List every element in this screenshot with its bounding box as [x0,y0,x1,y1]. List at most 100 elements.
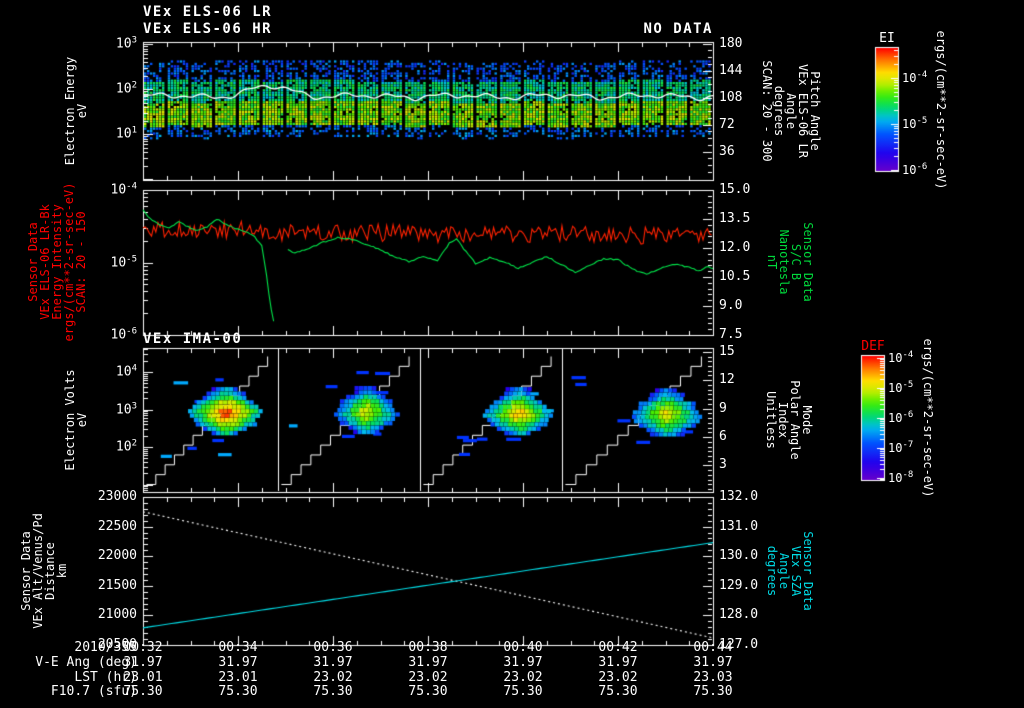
axis-label-line: ergs/(cm**2-sr-sec-eV) [921,338,935,498]
tick-label: 104 [115,363,137,380]
colorbar-tick-label: 10-4 [902,69,928,85]
time-tick-label: 00:32 [123,640,163,655]
tick-label: 12 [719,372,735,388]
tick-label: 103 [115,400,137,418]
table-value: 31.97 [408,655,448,670]
table-row-label: LST (hr) [74,670,137,685]
colorbar-tick-label: 10-6 [902,162,928,178]
axis-label-line: Nanotesla [777,229,791,295]
panel2-right-axis-label: Sensor Data S/C B Nanotesla nT [765,222,815,302]
panel4-right-axis-label: Sensor Data VEx SZA Angle degrees [765,531,815,611]
tick-label: 15.0 [719,182,751,197]
colorbar-unit-label: ergs/(cm**2-sr-sec-eV) [921,338,935,498]
tick-label: 9 [719,400,727,416]
table-value: 75.30 [313,684,353,699]
axis-label-line: degrees [765,545,779,597]
tick-label: 101 [115,125,137,142]
time-tick-label: 00:44 [693,640,733,655]
tick-label: 132.0 [719,489,759,504]
table-value: 75.30 [218,684,258,699]
axis-label-line: eV [75,103,89,119]
panel1-left-axis-label: Electron Energy eV [63,57,89,165]
axis-label-line: Mode [800,405,814,435]
tick-label: 15 [719,343,735,359]
tick-label: 103 [115,35,137,52]
table-row-label: F10.7 (sfu) [50,684,137,699]
tick-label: 36 [719,143,735,159]
axis-label-line: ergs/(cm**2-sr-sec-eV) [934,30,948,190]
axis-label-line: SCAN: 20 - 300 [760,60,774,162]
time-tick-label: 00:40 [503,640,543,655]
table-value: 75.30 [503,684,543,699]
panel1-right-axis-label: Pitch Angle VEx ELS-06 LR Angle degrees SCAN… [760,60,822,162]
tick-label: 13.5 [719,211,751,226]
colorbar-tick-label: 10-4 [888,350,914,366]
time-tick-label: 00:36 [313,640,353,655]
tick-label: 21000 [97,607,137,623]
table-value: 31.97 [313,655,353,670]
table-value: 31.97 [503,655,543,670]
axis-label-line: SCAN: 20 - 150 [74,211,88,313]
tick-label: 127.0 [719,637,759,652]
tick-label: 20500 [97,637,137,652]
tick-label: 129.0 [719,577,759,593]
table-value: 31.97 [218,655,258,670]
axis-label-line: Angle [777,552,791,590]
tick-label: 22500 [97,518,137,534]
colorbar-tick-label: 10-6 [888,410,914,426]
tick-label: 22000 [97,548,137,564]
axis-label-line: Pitch Angle [808,71,822,151]
axis-label-line: Sensor Data [801,531,815,611]
time-tick-label: 00:34 [218,640,258,655]
axis-label-line: Polar Angle [788,380,802,460]
tick-label: 108 [719,89,743,105]
axis-label-line: degrees [772,85,786,137]
no-data-label: NO DATA [643,21,713,37]
tick-label: 3 [719,457,727,473]
panel1-title-hr: VEx ELS-06 HR [143,21,273,37]
table-value: 23.02 [503,670,543,685]
tick-label: 130.0 [719,548,759,564]
tick-label: 72 [719,116,735,132]
tick-label: 102 [115,438,137,455]
axis-label-line: eV [75,412,89,428]
colorbar-unit-label: ergs/(cm**2-sr-sec-eV) [934,30,948,190]
colorbar2-title: DEF [861,339,885,354]
tick-label: 9.0 [719,298,743,313]
tick-label: 10-6 [110,326,138,343]
axis-label-line: km [55,563,69,579]
panel1-title-lr: VEx ELS-06 LR [143,4,273,20]
tick-label: 23000 [97,489,137,504]
tick-label: 6 [719,429,727,445]
table-value: 31.97 [123,655,163,670]
table-value: 75.30 [123,684,163,699]
table-value: 75.30 [408,684,448,699]
colorbar-tick-label: 10-7 [888,439,914,455]
date-label: 2010/355 [74,640,137,655]
table-value: 75.30 [598,684,638,699]
table-value: 23.02 [598,670,638,685]
table-row-label: V-E Ang (deg) [35,655,137,670]
tick-label: 10-4 [110,181,138,198]
axis-label-line: Unitless [764,391,778,449]
table-value: 23.01 [218,670,258,685]
tick-label: 21500 [97,577,137,593]
table-value: 23.02 [313,670,353,685]
tick-label: 144 [719,62,743,78]
tick-label: 128.0 [719,607,759,623]
tick-label: 131.0 [719,518,759,534]
panel4-left-axis-label: Sensor Data VEx Alt/Venus/Pd Distance km [19,513,69,629]
panel3-title: VEx IMA-00 [143,331,243,347]
table-value: 31.97 [598,655,638,670]
axis-label-line: Sensor Data [801,222,815,302]
colorbar-tick-label: 10-8 [888,469,914,485]
table-value: 23.02 [408,670,448,685]
table-value: 23.01 [123,670,163,685]
tick-label: 10.5 [719,269,751,284]
panel2-left-axis-label: Sensor Data VEx ELS-06 LR-Bk Energy Intens… [26,183,88,342]
table-value: 23.03 [693,670,733,685]
time-tick-label: 00:42 [598,640,638,655]
tick-label: 12.0 [719,240,751,255]
